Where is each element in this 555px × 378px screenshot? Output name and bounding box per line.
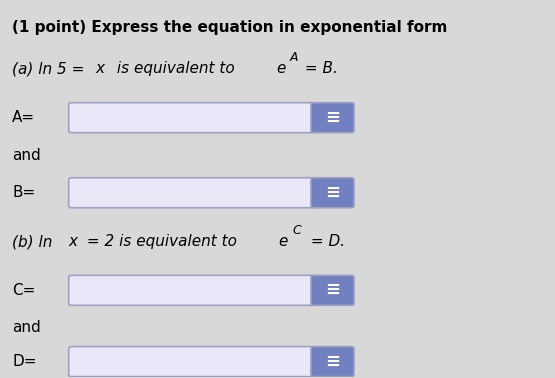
FancyBboxPatch shape bbox=[69, 275, 316, 305]
Text: e: e bbox=[276, 62, 285, 76]
Text: (a) ln 5 =: (a) ln 5 = bbox=[12, 62, 89, 76]
Text: ≡: ≡ bbox=[325, 281, 340, 299]
Text: (1 point) Express the equation in exponential form: (1 point) Express the equation in expone… bbox=[12, 20, 447, 35]
Text: ≡: ≡ bbox=[325, 109, 340, 127]
Text: x: x bbox=[95, 62, 104, 76]
Text: x: x bbox=[69, 234, 78, 249]
Text: C=: C= bbox=[12, 283, 36, 298]
Text: A: A bbox=[289, 51, 298, 64]
Text: is equivalent to: is equivalent to bbox=[112, 62, 239, 76]
Text: (b) ln: (b) ln bbox=[12, 234, 57, 249]
FancyBboxPatch shape bbox=[69, 347, 316, 376]
FancyBboxPatch shape bbox=[311, 103, 354, 133]
Text: A=: A= bbox=[12, 110, 36, 125]
Text: ≡: ≡ bbox=[325, 353, 340, 370]
FancyBboxPatch shape bbox=[311, 178, 354, 208]
FancyBboxPatch shape bbox=[69, 103, 316, 133]
Text: and: and bbox=[12, 148, 41, 163]
Text: = B.: = B. bbox=[300, 62, 338, 76]
Text: e: e bbox=[279, 234, 288, 249]
Text: C: C bbox=[292, 224, 301, 237]
FancyBboxPatch shape bbox=[311, 347, 354, 376]
Text: = D.: = D. bbox=[306, 234, 345, 249]
FancyBboxPatch shape bbox=[69, 178, 316, 208]
Text: = 2 is equivalent to: = 2 is equivalent to bbox=[82, 234, 242, 249]
Text: ≡: ≡ bbox=[325, 184, 340, 202]
Text: D=: D= bbox=[12, 354, 37, 369]
Text: and: and bbox=[12, 320, 41, 335]
Text: B=: B= bbox=[12, 185, 36, 200]
FancyBboxPatch shape bbox=[311, 275, 354, 305]
